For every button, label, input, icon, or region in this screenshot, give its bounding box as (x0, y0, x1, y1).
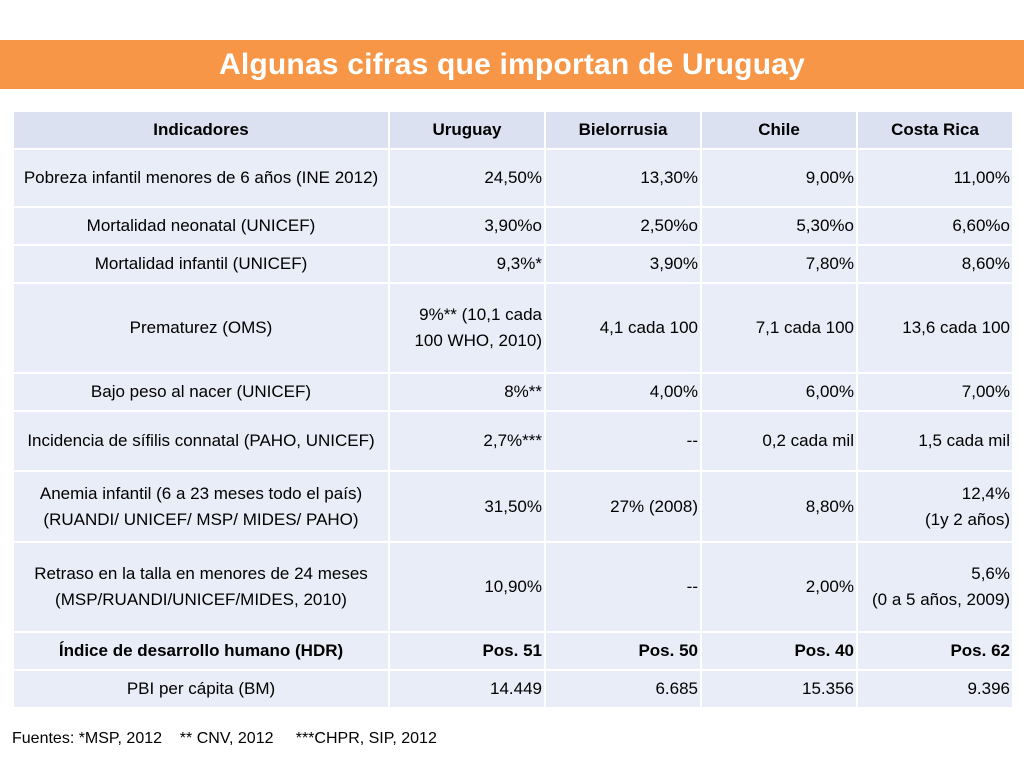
chile-cell: 7,1 cada 100 (700, 282, 858, 374)
costa-rica-cell: 7,00% (856, 372, 1014, 412)
table-row: Mortalidad neonatal (UNICEF) 3,90%o 2,50… (12, 206, 1014, 246)
costa-rica-cell: Pos. 62 (856, 631, 1014, 671)
indicator-cell: Anemia infantil (6 a 23 meses todo el pa… (12, 470, 390, 543)
table-row: Índice de desarrollo humano (HDR) Pos. 5… (12, 631, 1014, 671)
chile-cell: 2,00% (700, 541, 858, 633)
bielorrusia-cell: 6.685 (544, 669, 702, 709)
bielorrusia-cell: 2,50%o (544, 206, 702, 246)
uruguay-cell: 24,50% (388, 148, 546, 208)
costa-rica-cell: 9.396 (856, 669, 1014, 709)
chile-cell: 5,30%o (700, 206, 858, 246)
indicator-cell: Índice de desarrollo humano (HDR) (12, 631, 390, 671)
chile-cell: 6,00% (700, 372, 858, 412)
uruguay-cell: 10,90% (388, 541, 546, 633)
uruguay-cell: 14.449 (388, 669, 546, 709)
indicator-cell: Pobreza infantil menores de 6 años (INE … (12, 148, 390, 208)
bielorrusia-cell: -- (544, 410, 702, 472)
uruguay-cell: Pos. 51 (388, 631, 546, 671)
table-row: Retraso en la talla en menores de 24 mes… (12, 541, 1014, 633)
header-chile: Chile (700, 110, 858, 150)
indicators-table: Indicadores Uruguay Bielorrusia Chile Co… (12, 110, 1014, 709)
table-row: PBI per cápita (BM) 14.449 6.685 15.356 … (12, 669, 1014, 709)
chile-cell: 15.356 (700, 669, 858, 709)
uruguay-cell: 31,50% (388, 470, 546, 543)
table-row: Bajo peso al nacer (UNICEF) 8%** 4,00% 6… (12, 372, 1014, 412)
header-uruguay: Uruguay (388, 110, 546, 150)
bielorrusia-cell: 3,90% (544, 244, 702, 284)
bielorrusia-cell: Pos. 50 (544, 631, 702, 671)
indicator-cell: Incidencia de sífilis connatal (PAHO, UN… (12, 410, 390, 472)
bielorrusia-cell: 13,30% (544, 148, 702, 208)
costa-rica-cell: 12,4% (1y 2 años) (856, 470, 1014, 543)
bielorrusia-cell: 27% (2008) (544, 470, 702, 543)
uruguay-cell: 9%** (10,1 cada 100 WHO, 2010) (388, 282, 546, 374)
costa-rica-cell: 5,6% (0 a 5 años, 2009) (856, 541, 1014, 633)
table-row: Incidencia de sífilis connatal (PAHO, UN… (12, 410, 1014, 472)
bielorrusia-cell: -- (544, 541, 702, 633)
slide-title: Algunas cifras que importan de Uruguay (218, 47, 806, 81)
uruguay-cell: 9,3%* (388, 244, 546, 284)
uruguay-cell: 2,7%*** (388, 410, 546, 472)
header-costa-rica: Costa Rica (856, 110, 1014, 150)
indicator-cell: Mortalidad neonatal (UNICEF) (12, 206, 390, 246)
table-header-row: Indicadores Uruguay Bielorrusia Chile Co… (12, 110, 1014, 150)
costa-rica-cell: 8,60% (856, 244, 1014, 284)
costa-rica-cell: 13,6 cada 100 (856, 282, 1014, 374)
table-row: Anemia infantil (6 a 23 meses todo el pa… (12, 470, 1014, 543)
indicator-cell: Mortalidad infantil (UNICEF) (12, 244, 390, 284)
costa-rica-cell: 6,60%o (856, 206, 1014, 246)
table-row: Mortalidad infantil (UNICEF) 9,3%* 3,90%… (12, 244, 1014, 284)
bielorrusia-cell: 4,1 cada 100 (544, 282, 702, 374)
indicator-cell: PBI per cápita (BM) (12, 669, 390, 709)
indicator-cell: Bajo peso al nacer (UNICEF) (12, 372, 390, 412)
chile-cell: 7,80% (700, 244, 858, 284)
costa-rica-cell: 11,00% (856, 148, 1014, 208)
sources-footnote: Fuentes: *MSP, 2012 ** CNV, 2012 ***CHPR… (12, 730, 437, 747)
table-row: Pobreza infantil menores de 6 años (INE … (12, 148, 1014, 208)
indicator-cell: Prematurez (OMS) (12, 282, 390, 374)
chile-cell: 0,2 cada mil (700, 410, 858, 472)
uruguay-cell: 3,90%o (388, 206, 546, 246)
chile-cell: Pos. 40 (700, 631, 858, 671)
uruguay-cell: 8%** (388, 372, 546, 412)
chile-cell: 9,00% (700, 148, 858, 208)
indicator-cell: Retraso en la talla en menores de 24 mes… (12, 541, 390, 633)
chile-cell: 8,80% (700, 470, 858, 543)
title-bar: Algunas cifras que importan de Uruguay (0, 40, 1024, 89)
bielorrusia-cell: 4,00% (544, 372, 702, 412)
costa-rica-cell: 1,5 cada mil (856, 410, 1014, 472)
header-bielorrusia: Bielorrusia (544, 110, 702, 150)
table-row: Prematurez (OMS) 9%** (10,1 cada 100 WHO… (12, 282, 1014, 374)
header-indicadores: Indicadores (12, 110, 390, 150)
